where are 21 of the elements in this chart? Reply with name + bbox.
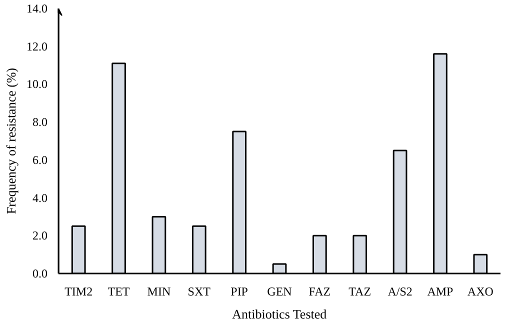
y-tick-label: 8.0 bbox=[32, 115, 48, 130]
y-tick-label: 12.0 bbox=[26, 39, 48, 54]
y-tick-label: 0.0 bbox=[32, 266, 48, 280]
x-tick-label: PIP bbox=[230, 284, 248, 298]
x-tick-label: SXT bbox=[188, 284, 212, 298]
y-axis-title: Frequency of resistance (%) bbox=[4, 68, 18, 214]
x-tick-label: A/S2 bbox=[388, 284, 412, 298]
x-tick-label: GEN bbox=[267, 284, 292, 298]
x-tick-label: TIM2 bbox=[64, 284, 93, 298]
x-tick-label: AXO bbox=[467, 284, 494, 298]
x-tick-label: FAZ bbox=[308, 284, 331, 298]
x-tick-label: TET bbox=[108, 284, 130, 298]
y-tick-label: 6.0 bbox=[32, 152, 48, 167]
x-axis-title: Antibiotics Tested bbox=[232, 306, 328, 322]
x-tick-label: AMP bbox=[427, 284, 454, 298]
y-tick-label: 14.0 bbox=[26, 2, 48, 16]
y-tick-label: 10.0 bbox=[26, 77, 48, 92]
y-tick-label: 2.0 bbox=[32, 228, 48, 243]
y-tick-label: 4.0 bbox=[32, 190, 48, 205]
x-tick-label: MIN bbox=[147, 284, 171, 298]
x-tick-label: TAZ bbox=[348, 284, 372, 298]
